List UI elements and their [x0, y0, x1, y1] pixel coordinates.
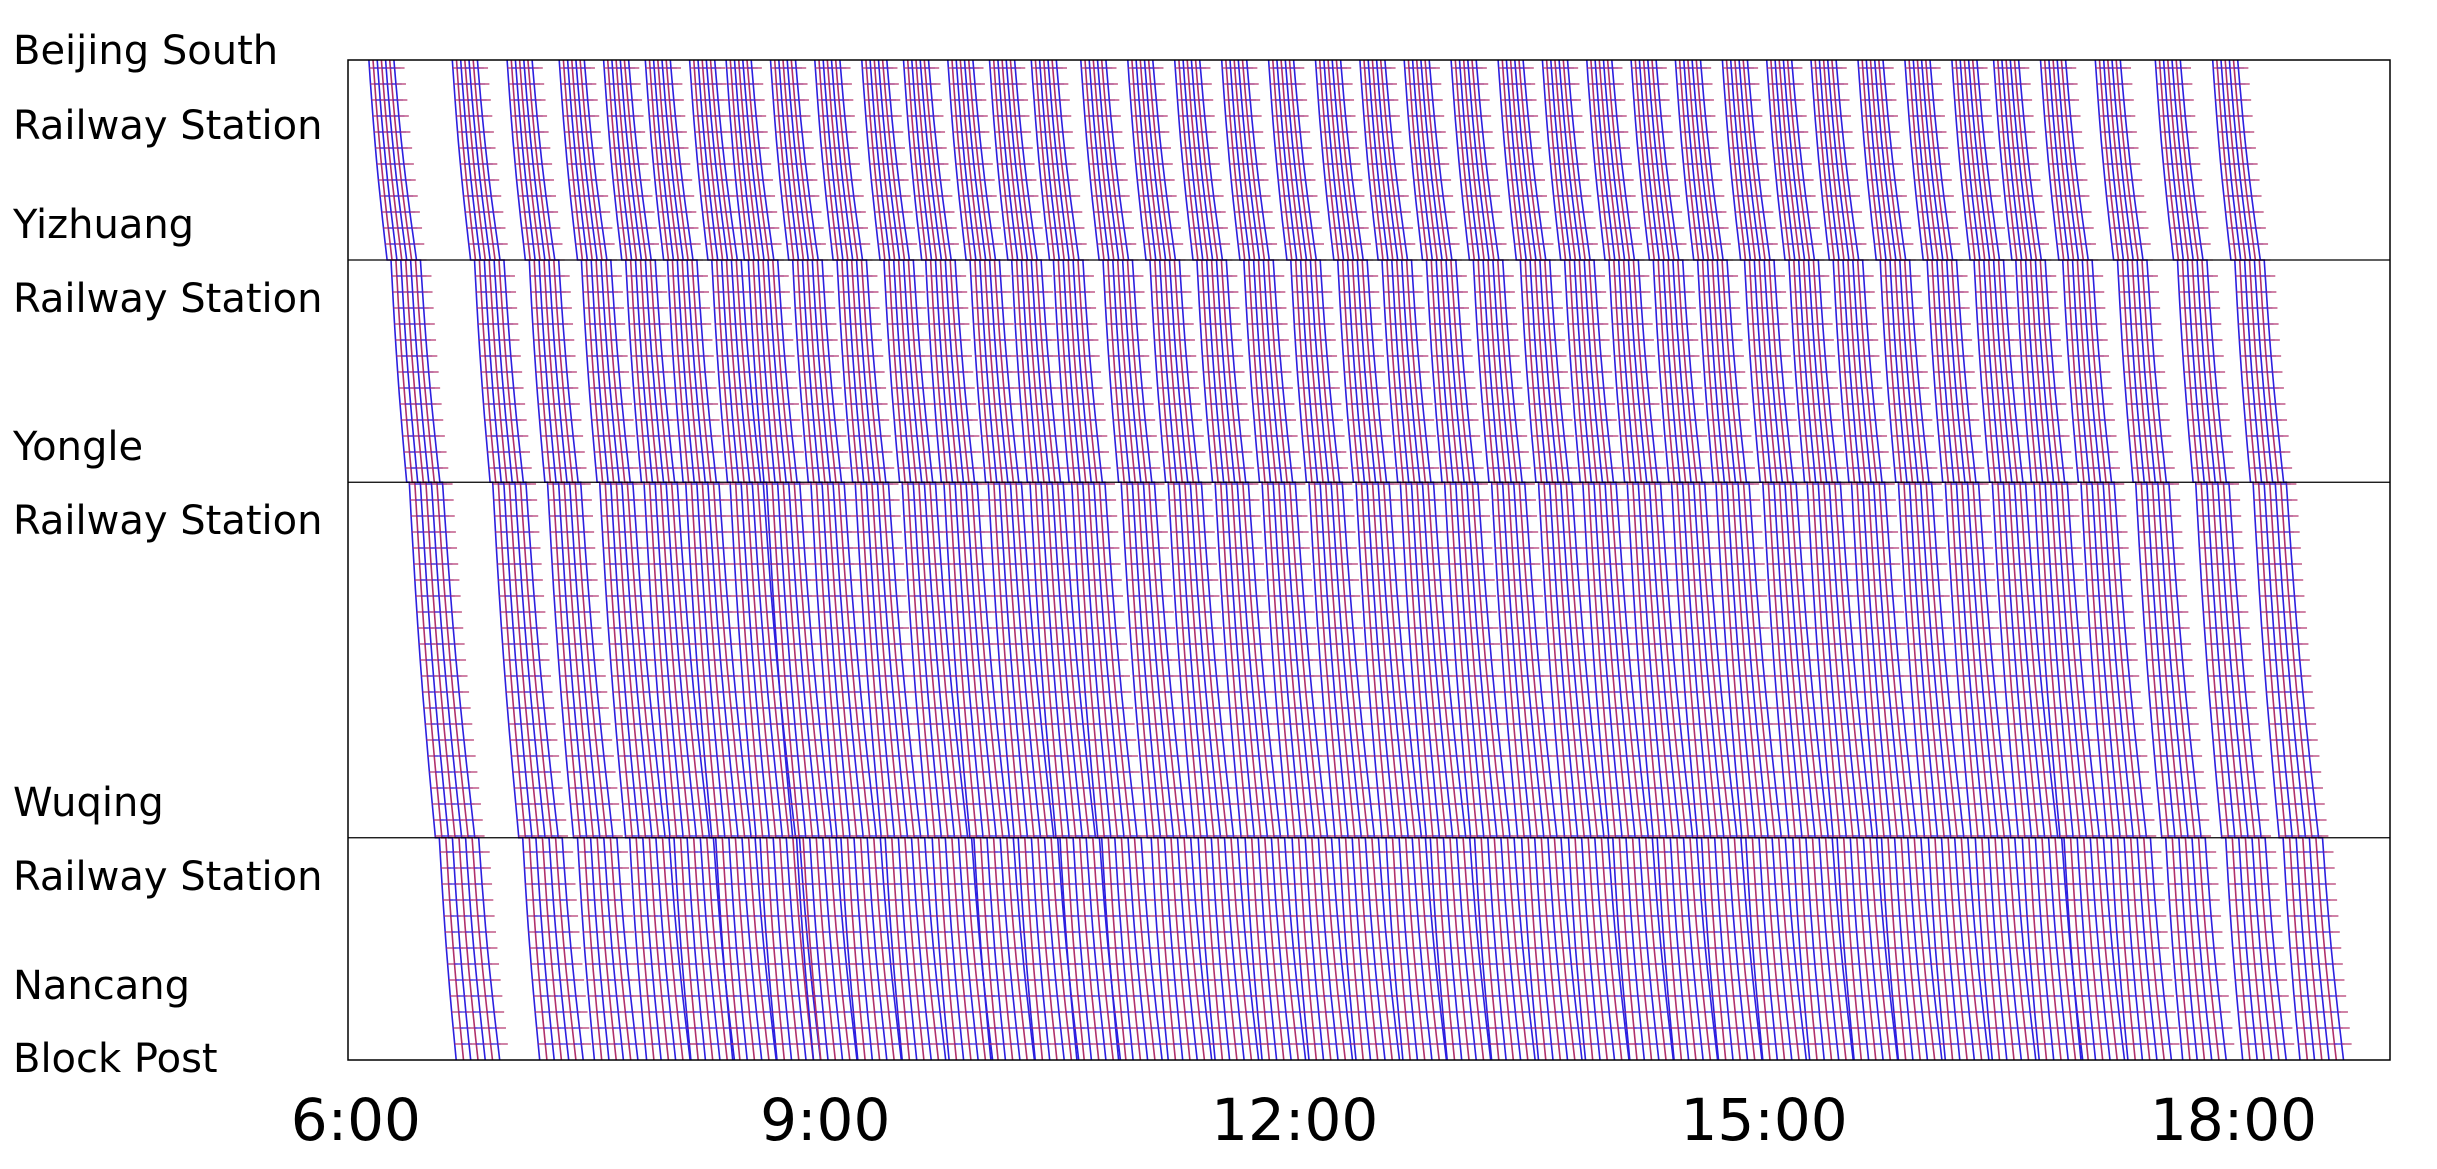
train-path: [794, 59, 903, 1061]
train-path: [368, 59, 457, 1061]
train-path: [911, 59, 1007, 1061]
train-path: [725, 59, 815, 1061]
train-path: [644, 59, 734, 1061]
train-path: [451, 59, 541, 1061]
train-path: [380, 59, 479, 1061]
train-path: [619, 59, 721, 1061]
train-path: [669, 59, 777, 1061]
train-path: [583, 59, 691, 1061]
train-path: [861, 59, 950, 1061]
train-path: [464, 59, 563, 1061]
train-path: [705, 59, 807, 1061]
train-path: [523, 59, 625, 1061]
train-path: [510, 59, 603, 1061]
train-path: [372, 59, 465, 1061]
train-path: [476, 59, 584, 1061]
train-path: [701, 59, 800, 1061]
train-path: [778, 59, 874, 1061]
train-path: [459, 59, 555, 1061]
train-paths: [368, 59, 2352, 1061]
train-path: [388, 59, 494, 1061]
train-path: [733, 59, 829, 1061]
train-path: [615, 59, 714, 1061]
train-path: [376, 59, 472, 1061]
